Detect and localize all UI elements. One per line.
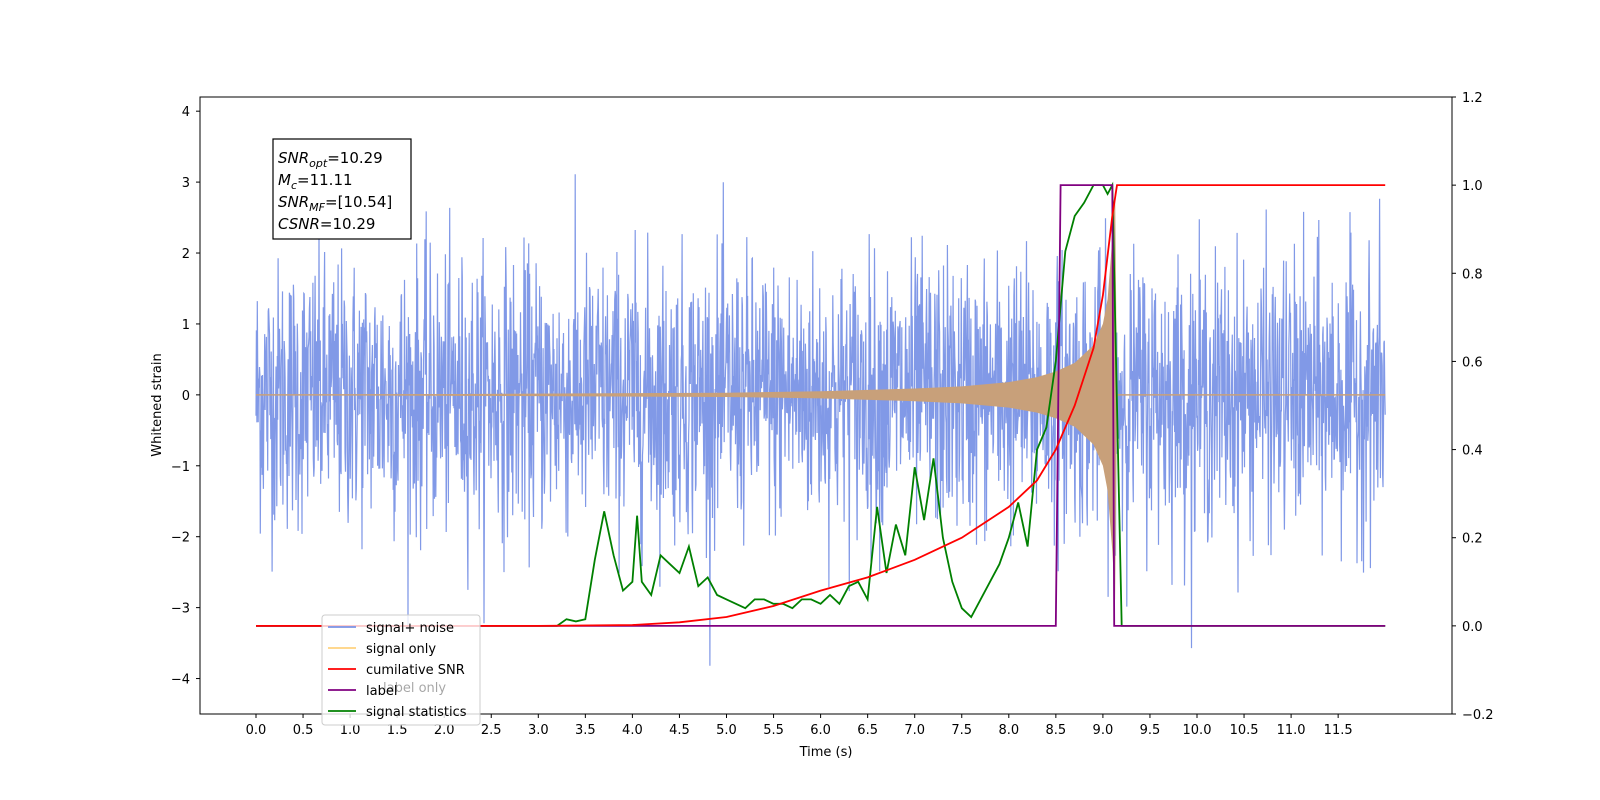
x-tick-label: 5.5 [763,723,784,738]
y-tick-label: 2 [182,247,190,262]
legend-label: signal only [366,642,436,657]
x-tick-label: 0.0 [246,723,267,738]
y-tick-label: −4 [171,673,190,688]
legend-label: label [366,684,397,699]
x-tick-label: 2.5 [481,723,502,738]
x-tick-label: 7.5 [951,723,972,738]
annotation-line: SNRopt=10.29 [278,149,383,170]
legend-label: signal+ noise [366,621,454,636]
y2-tick-label: 1.2 [1462,91,1483,106]
annotation-line: SNRMF=[10.54] [278,193,392,214]
y2-tick-label: 0.0 [1462,620,1483,635]
y-tick-label: 4 [182,105,190,120]
y-axis-label: Whitened strain [150,353,165,456]
x-tick-label: 9.5 [1140,723,1161,738]
y2-tick-label: 0.4 [1462,444,1483,459]
x-tick-label: 11.0 [1277,723,1306,738]
x-tick-label: 3.5 [575,723,596,738]
y2-axis-ticks: 1.2 1.0 0.8 0.6 0.4 0.2 0.0 −0.2 [1452,91,1494,723]
x-axis-label: Time (s) [799,745,853,760]
signal-statistics-line [256,181,1386,627]
signal-noise-series [255,174,1386,666]
x-tick-label: 6.0 [810,723,831,738]
y2-tick-label: −0.2 [1462,708,1494,723]
legend-label: cumilative SNR [366,663,465,678]
y-tick-label: 1 [182,318,190,333]
signal-noise-line [255,174,1386,666]
x-tick-label: 10.0 [1183,723,1212,738]
y-tick-label: −2 [171,531,190,546]
x-tick-label: 0.5 [293,723,314,738]
x-tick-label: 2.0 [434,723,455,738]
x-tick-label: 7.0 [904,723,925,738]
x-tick-label: 3.0 [528,723,549,738]
y-tick-label: 0 [182,389,190,404]
legend-label: signal statistics [366,705,467,720]
legend-hidden-text: label only [383,681,446,696]
label-line [256,184,1386,627]
y2-tick-label: 0.2 [1462,532,1483,547]
x-tick-label: 10.5 [1230,723,1259,738]
x-tick-label: 8.0 [998,723,1019,738]
x-tick-label: 4.5 [669,723,690,738]
y2-tick-label: 0.6 [1462,355,1483,370]
y2-tick-label: 1.0 [1462,179,1483,194]
x-tick-label: 1.0 [340,723,361,738]
x-tick-label: 4.0 [622,723,643,738]
legend: label only signal+ noise signal only cumila… [321,614,481,726]
y2-tick-label: 0.8 [1462,267,1483,282]
x-tick-label: 11.5 [1324,723,1353,738]
cumilative-snr-line [256,184,1386,627]
stats-annotation-box: SNRopt=10.29Mc=11.11SNRMF=[10.54]CSNR=10… [272,138,412,240]
y-axis-ticks: 4 3 2 1 0 −1 −2 −3 −4 [171,105,200,688]
y-tick-label: −3 [171,602,190,617]
annotation-line: CSNR=10.29 [278,215,375,233]
annotation-line: Mc=11.11 [278,171,353,192]
legend-frame [321,614,481,726]
signal-only-series [256,189,1386,601]
x-tick-label: 8.5 [1046,723,1067,738]
x-tick-label: 1.5 [387,723,408,738]
x-tick-label: 9.0 [1093,723,1114,738]
x-tick-label: 6.5 [857,723,878,738]
y-tick-label: −1 [171,460,190,475]
right-axis-series-group [256,181,1386,627]
plot-frame [199,96,1453,715]
x-tick-label: 5.0 [716,723,737,738]
x-axis-ticks: 0.0 0.5 1.0 1.5 2.0 2.5 3.0 3.5 4.0 4.5 5.0 5.5 6.0 6… [246,714,1353,738]
annotation-frame [272,138,412,240]
y-tick-label: 3 [182,176,190,191]
